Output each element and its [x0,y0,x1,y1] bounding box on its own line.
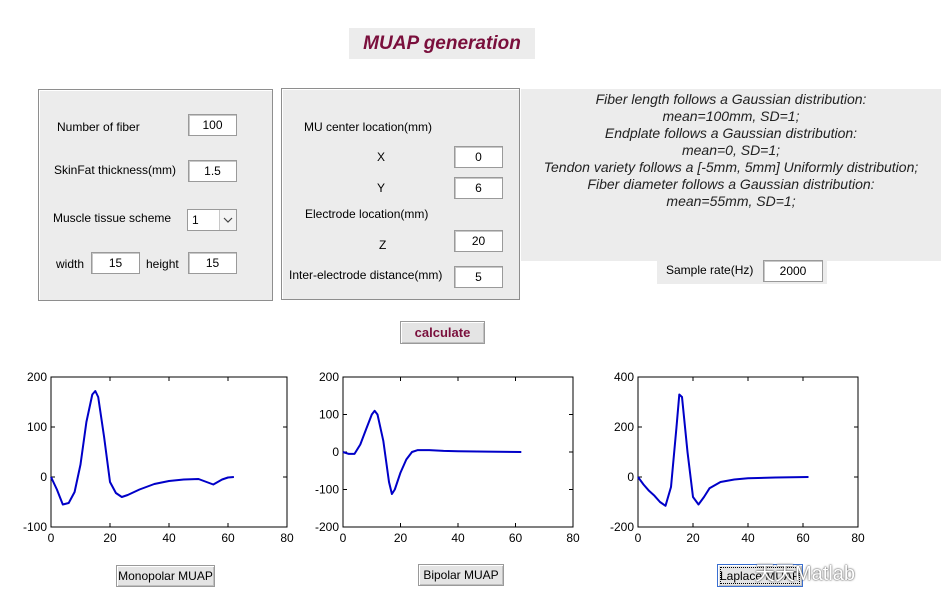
watermark-text: 天天Matlab [755,563,856,585]
sample-rate-input[interactable]: 2000 [763,260,823,282]
plot-frame [637,376,859,528]
monopolar-muap-button[interactable]: Monopolar MUAP [116,565,215,587]
info-line: Fiber length follows a Gaussian distribu… [595,91,867,107]
info-line: Endplate follows a Gaussian distribution… [604,125,858,141]
muscle-scheme-select[interactable]: 1 [187,209,237,231]
z-input[interactable]: 20 [454,230,503,252]
x-tick-label: 60 [221,531,235,545]
series-line [342,409,522,495]
y-tick-label: 0 [40,470,47,484]
bipolar-muap-button[interactable]: Bipolar MUAP [418,564,504,586]
z-label: Z [379,238,387,252]
x-input[interactable]: 0 [454,146,503,168]
watermark-logo: 天天Matlab [755,557,855,586]
info-line: mean=100mm, SD=1; [662,108,800,124]
page-title: MUAP generation [349,28,535,59]
x-tick-label: 60 [509,531,523,545]
y-tick-label: 400 [614,370,634,384]
x-tick-label: 0 [48,531,55,545]
x-tick-label: 20 [394,531,408,545]
x-tick-label: 80 [566,531,580,545]
x-tick-label: 80 [851,531,865,545]
muscle-scheme-value: 1 [192,213,199,227]
ied-input[interactable]: 5 [454,266,503,288]
skinfat-input[interactable]: 1.5 [188,160,237,182]
laplace-muap-button[interactable]: Laplace MUAP [717,564,803,587]
num-fiber-label: Number of fiber [57,120,140,134]
info-line: Tendon variety follows a [-5mm, 5mm] Uni… [543,159,919,175]
y-input[interactable]: 6 [454,177,503,199]
x-tick-label: 20 [686,531,700,545]
calculate-button[interactable]: calculate [400,321,485,344]
y-tick-label: 200 [27,370,47,384]
x-tick-label: 20 [103,531,117,545]
location-params-panel: MU center location(mm) X 0 Y 6 Electrode… [281,88,520,300]
info-line: mean=55mm, SD=1; [666,193,796,209]
info-line: Fiber diameter follows a Gaussian distri… [587,176,875,192]
y-tick-label: 200 [319,370,339,384]
x-tick-label: 80 [280,531,294,545]
y-tick-label: 100 [27,420,47,434]
x-tick-label: 40 [162,531,176,545]
ied-label: Inter-electrode distance(mm) [289,268,443,282]
x-tick-label: 60 [796,531,810,545]
x-tick-label: 0 [635,531,642,545]
y-tick-label: -100 [23,520,47,534]
y-label: Y [377,181,386,195]
y-tick-label: 100 [319,408,339,422]
sample-rate-label: Sample rate(Hz) [666,263,754,277]
series-line [637,393,809,507]
y-tick-label: 0 [627,470,634,484]
y-tick-label: 200 [614,420,634,434]
sample-rate-group: Sample rate(Hz) 2000 [657,258,827,284]
electrode-location-label: Electrode location(mm) [305,207,429,221]
series-line [50,390,234,506]
width-label: width [56,257,85,271]
num-fiber-input[interactable]: 100 [188,114,237,136]
x-label: X [377,150,386,164]
x-tick-label: 0 [340,531,347,545]
chevron-down-icon[interactable] [219,210,236,230]
muscle-scheme-label: Muscle tissue scheme [53,211,172,225]
height-input[interactable]: 15 [188,252,237,274]
y-tick-label: -200 [610,520,634,534]
mu-center-label: MU center location(mm) [304,120,433,134]
x-tick-label: 40 [741,531,755,545]
fiber-params-panel: Number of fiber 100 SkinFat thickness(mm… [38,89,273,301]
y-tick-label: 0 [332,445,339,459]
width-input[interactable]: 15 [91,252,140,274]
height-label: height [146,257,179,271]
bipolar-chart: 0 20 40 60 80 -200 -100 0 100 200 [315,370,580,545]
distribution-info: Fiber length follows a Gaussian distribu… [521,89,941,261]
y-tick-label: -200 [315,520,339,534]
plot-frame [50,376,288,528]
skinfat-label: SkinFat thickness(mm) [54,163,177,177]
y-tick-label: -100 [315,483,339,497]
info-line: mean=0, SD=1; [681,142,781,158]
x-tick-label: 40 [451,531,465,545]
